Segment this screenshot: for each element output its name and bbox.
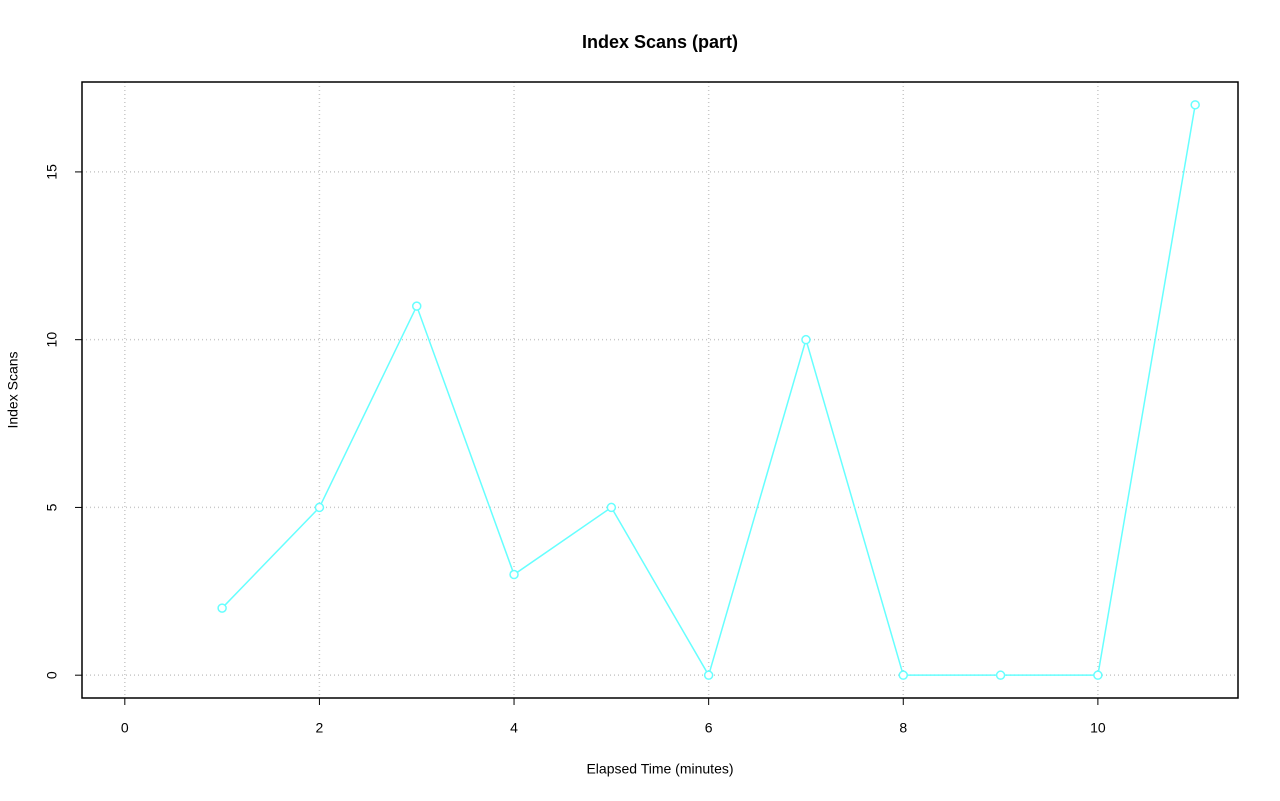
point: [801, 334, 811, 345]
chart-title: Index Scans (part): [582, 32, 738, 52]
y-tick-label: 15: [44, 164, 60, 180]
x-tick-label: 0: [121, 720, 129, 736]
y-axis-label: Index Scans: [5, 351, 21, 428]
x-tick-label: 4: [510, 720, 518, 736]
point: [898, 670, 909, 680]
y-tick-label: 5: [44, 503, 60, 511]
x-tick-label: 6: [705, 720, 713, 736]
point: [217, 603, 227, 613]
point: [314, 502, 325, 513]
x-tick-label: 2: [316, 720, 324, 736]
x-axis-label: Elapsed Time (minutes): [586, 761, 733, 777]
point: [703, 670, 714, 680]
y-tick-label: 10: [44, 332, 60, 348]
point: [995, 670, 1006, 680]
plot-frame: [81, 81, 1239, 699]
y-tick-label: 0: [44, 671, 60, 679]
x-tick-label: 8: [899, 720, 907, 736]
x-tick-label: 10: [1090, 720, 1106, 736]
point: [1093, 670, 1103, 680]
point: [411, 301, 422, 311]
point: [1190, 100, 1200, 110]
point: [509, 569, 519, 580]
point: [606, 502, 617, 513]
